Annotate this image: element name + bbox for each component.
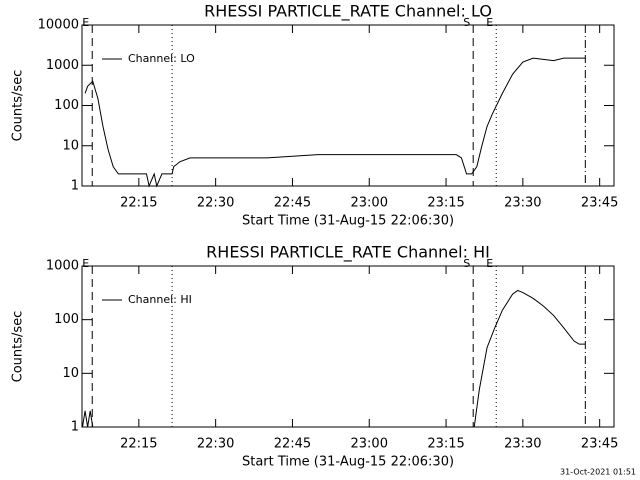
plot-frame	[81, 24, 615, 187]
x-axis-label: Start Time (31-Aug-15 22:06:30)	[242, 214, 454, 229]
x-tick-label: 23:45	[581, 196, 618, 211]
x-tick-label: 22:30	[197, 196, 234, 211]
x-tick-label: 22:30	[197, 437, 234, 452]
y-tick-label: 100	[54, 312, 79, 327]
y-tick-label: 1	[71, 179, 79, 194]
chart-title: RHESSI PARTICLE_RATE Channel: LO	[204, 2, 492, 22]
y-tick-label: 1000	[46, 58, 79, 73]
x-axis-label: Start Time (31-Aug-15 22:06:30)	[242, 455, 454, 470]
marker-label: E	[82, 257, 89, 270]
x-tick-label: 23:45	[581, 437, 618, 452]
x-tick-label: 22:45	[274, 437, 311, 452]
chart-title: RHESSI PARTICLE_RATE Channel: HI	[206, 243, 490, 263]
marker-label: S	[463, 16, 470, 29]
marker-label: S	[463, 257, 470, 270]
legend-label: Channel: LO	[128, 52, 195, 65]
plot-frame	[81, 265, 615, 428]
y-axis-label: Counts/sec	[11, 70, 26, 142]
y-axis-label: Counts/sec	[11, 311, 26, 383]
x-tick-label: 23:30	[504, 437, 541, 452]
data-line	[84, 57, 586, 188]
x-tick-label: 22:15	[120, 196, 157, 211]
y-tick-label: 10	[62, 138, 79, 153]
data-line	[82, 289, 586, 428]
x-tick-label: 23:30	[504, 196, 541, 211]
marker-label: E	[82, 16, 89, 29]
y-tick-label: 10	[62, 366, 79, 381]
x-tick-label: 22:15	[120, 437, 157, 452]
y-tick-label: 1000	[46, 259, 79, 274]
y-tick-label: 1	[71, 420, 79, 435]
y-tick-label: 10000	[38, 18, 79, 33]
x-tick-label: 23:00	[351, 437, 388, 452]
marker-label: E	[486, 257, 493, 270]
timestamp: 31-Oct-2021 01:51	[560, 468, 636, 477]
x-tick-label: 23:15	[427, 196, 464, 211]
marker-label: E	[486, 16, 493, 29]
x-tick-label: 23:00	[351, 196, 388, 211]
x-tick-label: 23:15	[427, 437, 464, 452]
y-tick-label: 100	[54, 98, 79, 113]
legend-label: Channel: HI	[128, 293, 192, 306]
x-tick-label: 22:45	[274, 196, 311, 211]
